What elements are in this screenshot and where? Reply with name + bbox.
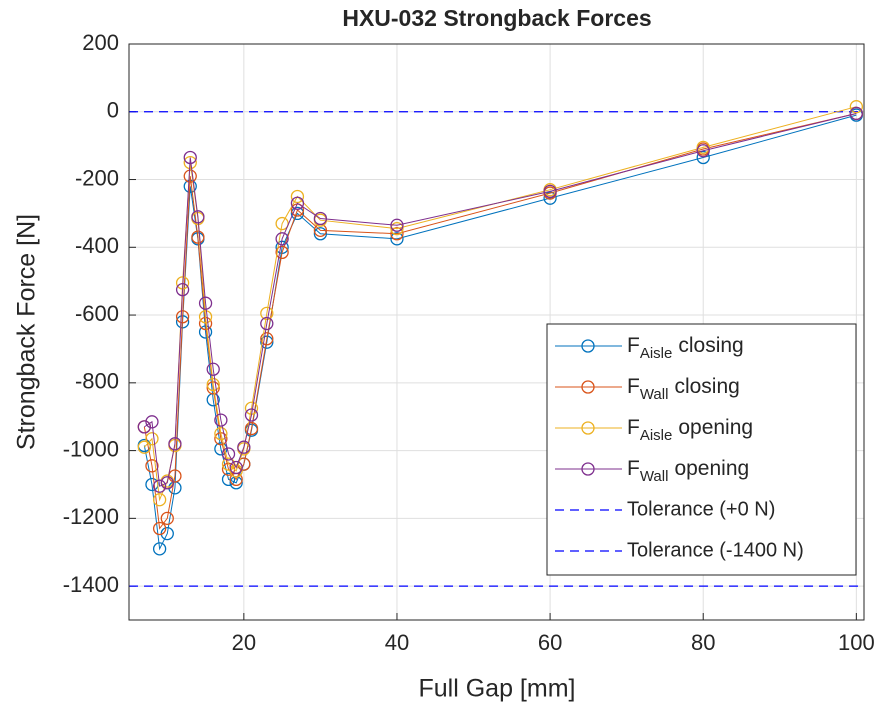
legend-label: FAisle opening	[627, 416, 753, 444]
legend-marker	[581, 339, 595, 353]
marker	[290, 189, 305, 204]
marker	[390, 218, 404, 232]
marker	[275, 216, 289, 231]
legend-box	[546, 323, 857, 576]
legend-label: FWall closing	[627, 375, 740, 403]
y-tick-label: -200	[75, 165, 119, 190]
x-tick-label: 40	[385, 630, 409, 655]
marker	[275, 245, 289, 260]
legend-label-main: F	[627, 375, 640, 398]
legend-label: Tolerance (-1400 N)	[627, 539, 804, 561]
marker	[137, 420, 151, 434]
marker	[214, 426, 228, 441]
y-tick-label: -400	[75, 233, 119, 258]
marker	[313, 227, 328, 241]
marker	[390, 232, 404, 246]
marker	[221, 447, 236, 461]
legend-label-main: F	[627, 416, 640, 439]
marker	[221, 472, 236, 487]
x-tick-label: 20	[232, 630, 256, 655]
legend-label-suffix: closing	[678, 334, 743, 357]
legend-label-suffix: closing	[674, 375, 739, 398]
marker	[145, 459, 159, 473]
legend-label-suffix: opening	[678, 416, 753, 439]
marker	[160, 476, 174, 490]
y-tick-label: 0	[107, 98, 119, 123]
legend-label-subscript: Wall	[640, 468, 669, 485]
marker	[137, 440, 151, 454]
marker	[206, 362, 220, 376]
marker	[152, 542, 167, 556]
chart-title: HXU-032 Strongback Forces	[342, 5, 651, 31]
series-line	[144, 112, 857, 487]
marker	[543, 184, 557, 199]
marker	[313, 211, 328, 226]
marker	[145, 432, 159, 446]
marker	[849, 100, 863, 114]
legend-label-main: F	[627, 334, 640, 357]
legend-label-subscript: Aisle	[640, 345, 673, 362]
x-tick-label: 80	[691, 630, 715, 655]
marker	[229, 464, 243, 478]
marker	[152, 521, 167, 536]
marker	[145, 415, 159, 429]
marker	[198, 296, 213, 310]
x-tick-label: 100	[838, 630, 875, 655]
x-axis-label: Full Gap [mm]	[419, 675, 576, 703]
marker	[543, 191, 557, 205]
marker	[275, 232, 289, 246]
marker	[696, 150, 710, 165]
x-tick-label: 60	[538, 630, 562, 655]
marker	[390, 227, 404, 241]
marker	[696, 144, 710, 158]
y-axis-label: Strongback Force [N]	[13, 214, 41, 450]
marker	[849, 106, 863, 121]
marker	[183, 150, 197, 165]
marker	[191, 210, 205, 224]
marker	[237, 440, 251, 454]
series-line	[143, 112, 857, 530]
legend-label: Tolerance (+0 N)	[627, 498, 775, 520]
marker	[152, 479, 167, 493]
marker	[290, 206, 305, 221]
marker	[390, 222, 404, 236]
legend-marker	[581, 462, 595, 476]
marker	[696, 140, 710, 154]
marker	[168, 437, 182, 451]
marker	[229, 460, 243, 475]
legend-label-subscript: Aisle	[640, 427, 673, 444]
marker	[260, 316, 274, 331]
marker	[160, 511, 174, 526]
series-line	[143, 114, 857, 551]
marker	[206, 377, 220, 392]
legend-label-suffix: opening	[674, 457, 749, 480]
y-tick-label: 200	[82, 30, 119, 55]
legend-label: FAisle closing	[627, 334, 744, 362]
legend-label: FWall opening	[627, 457, 749, 485]
legend-marker	[581, 380, 595, 394]
marker	[198, 310, 213, 324]
y-tick-label: -600	[75, 301, 119, 326]
marker	[175, 282, 190, 297]
legend-label-main: F	[627, 457, 640, 480]
marker	[160, 526, 174, 541]
marker	[175, 310, 190, 324]
marker	[244, 421, 259, 436]
marker	[290, 196, 305, 210]
y-tick-label: -1000	[63, 436, 119, 461]
marker	[260, 332, 274, 346]
y-tick-label: -1400	[63, 572, 119, 597]
marker	[152, 493, 167, 507]
y-tick-label: -1200	[63, 504, 119, 529]
marker	[191, 230, 205, 244]
legend-marker	[581, 421, 595, 435]
marker	[183, 155, 197, 170]
legend-label-subscript: Wall	[640, 386, 669, 403]
marker	[244, 408, 259, 422]
axes-box	[128, 43, 865, 621]
y-tick-label: -800	[75, 369, 119, 394]
marker	[260, 306, 274, 321]
marker	[214, 413, 228, 427]
